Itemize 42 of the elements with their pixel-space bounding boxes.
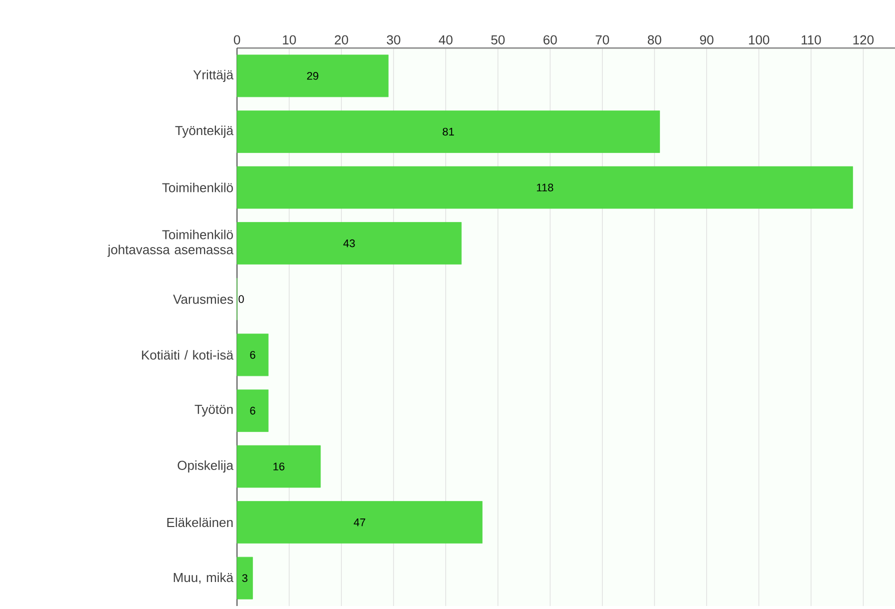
data-label: 3 (242, 574, 248, 582)
y-tick-label: Opiskelija (178, 460, 234, 473)
bar (236, 556, 253, 600)
y-tick-label: Toimihenkilö (162, 182, 233, 192)
data-label: 118 (536, 184, 554, 192)
bar (236, 501, 482, 544)
x-tick-label: 110 (802, 35, 821, 44)
x-tick-label: 50 (491, 35, 505, 44)
bar (236, 334, 269, 376)
data-label: 47 (354, 518, 366, 526)
bar (236, 54, 389, 98)
data-label: 0 (238, 295, 244, 303)
y-tick-label: Kotiäiti / koti-isä (142, 350, 234, 360)
y-tick-label: Työntekijä (175, 126, 234, 138)
x-tick-label: 100 (749, 35, 770, 44)
bar (236, 110, 660, 153)
x-tick-label: 20 (334, 35, 348, 44)
x-tick-label: 40 (438, 35, 452, 44)
y-tick-label: Toimihenkilö johtavassa asemassa (107, 230, 234, 257)
y-tick-label: Työtön (194, 404, 233, 417)
x-tick-label: 0 (234, 35, 240, 44)
x-tick-label: 30 (386, 35, 400, 44)
y-tick-label: Muu, mikä (174, 572, 234, 584)
x-tick-label: 80 (648, 35, 662, 44)
bar (236, 445, 321, 488)
data-label: 6 (250, 351, 256, 359)
data-label: 6 (250, 406, 256, 415)
data-label: 29 (307, 72, 318, 80)
bar (236, 389, 269, 432)
data-label: 43 (343, 239, 355, 248)
x-tick-label: 10 (282, 35, 296, 44)
x-tick-label: 120 (853, 35, 874, 44)
bar (236, 166, 854, 209)
x-tick-label: 70 (596, 35, 610, 44)
y-tick-label: Varusmies (173, 294, 233, 304)
y-tick-label: Eläkeläinen (167, 518, 233, 528)
bar (236, 222, 462, 264)
x-tick-label: 60 (544, 35, 557, 44)
data-label: 81 (442, 128, 454, 136)
y-tick-label: Yrittäjä (193, 70, 234, 82)
data-label: 16 (273, 462, 284, 470)
x-tick-label: 90 (700, 35, 714, 44)
